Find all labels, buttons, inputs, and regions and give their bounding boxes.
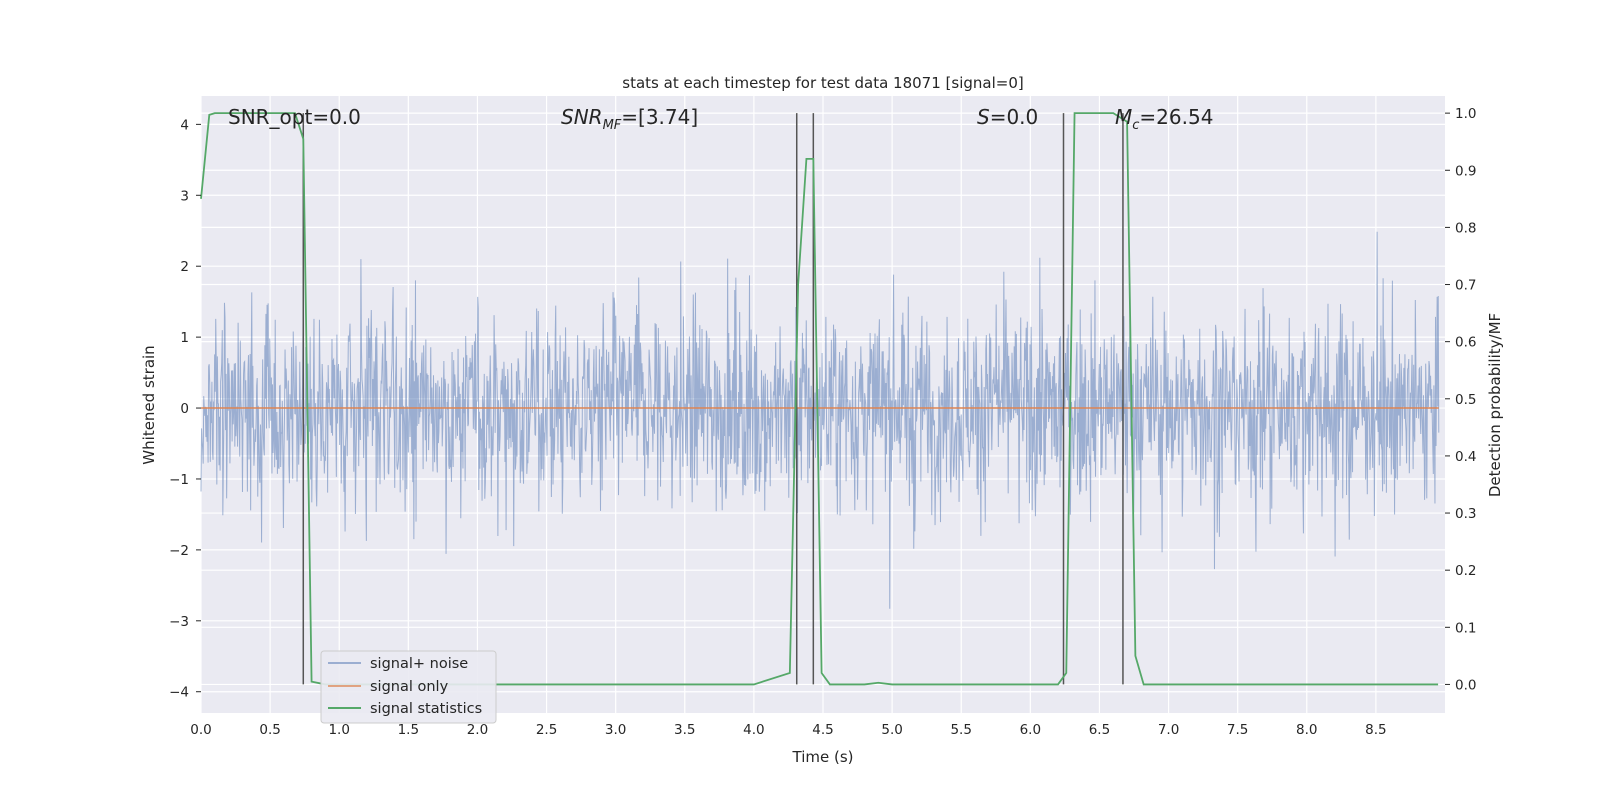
y2-tick-label: 0.7 [1455,278,1476,294]
x-tick-label: 7.0 [1158,722,1179,738]
x-tick-label: 4.5 [812,722,833,738]
annotation-s: S=0.0 [977,105,1038,129]
x-tick-label: 1.5 [398,722,419,738]
y-tick-label: 1 [180,330,189,346]
x-tick-label: 4.0 [743,722,764,738]
legend-label-stats: signal statistics [370,701,482,717]
annotation-mc-base: M [1115,105,1132,129]
x-tick-label: 8.5 [1365,722,1386,738]
y2-tick-label: 0.8 [1455,220,1476,236]
x-tick-label: 6.5 [1089,722,1110,738]
y-tick-label: −4 [169,685,189,701]
y2-tick-label: 0.1 [1455,620,1476,636]
y-tick-label: −3 [169,614,189,630]
y2-tick-label: 0.0 [1455,677,1476,693]
y2-tick-label: 0.3 [1455,506,1476,522]
y2-tick-label: 0.5 [1455,392,1476,408]
legend: signal+ noise signal only signal statist… [320,650,497,724]
x-tick-label: 5.0 [881,722,902,738]
x-tick-label: 0.0 [190,722,211,738]
y-tick-label: −1 [169,472,189,488]
annotation-snr-mf-base: SNR [561,105,603,129]
noise-trace [200,231,1440,609]
x-tick-label: 5.5 [950,722,971,738]
y-tick-label: 4 [180,117,189,133]
stats-line [200,112,1439,686]
annotation-mc: Mc=26.54 [1115,105,1213,133]
y-tick-label: 0 [180,401,189,417]
legend-label-noise: signal+ noise [370,656,468,672]
annotation-snr-opt: SNR_opt=0.0 [228,105,361,129]
chart-title: stats at each timestep for test data 180… [622,74,1023,92]
x-tick-label: 2.5 [536,722,557,738]
legend-label-signal: signal only [370,679,449,695]
signal-statistics-series [200,112,1439,686]
annotation-mc-value: =26.54 [1139,105,1213,129]
x-tick-label: 7.5 [1227,722,1248,738]
signal-noise-series [200,231,1440,609]
annotation-snr-mf-value: =[3.74] [621,105,698,129]
y-tick-label: 2 [180,259,189,275]
y-axis-label: Whitened strain [140,345,158,464]
x-tick-label: 0.5 [259,722,280,738]
y-tick-label: 3 [180,188,189,204]
annotation-s-value: =0.0 [990,105,1039,129]
x-tick-label: 3.5 [674,722,695,738]
y-tick-label: −2 [169,543,189,559]
y2-axis-label: Detection probability/MF [1486,313,1504,497]
y2-tick-label: 0.9 [1455,163,1476,179]
y2-tick-label: 0.2 [1455,563,1476,579]
x-tick-label: 8.0 [1296,722,1317,738]
x-tick-label: 3.0 [605,722,626,738]
y2-tick-labels: 0.0 0.1 0.2 0.3 0.4 0.5 0.6 0.7 0.8 0.9 1.0 [1445,106,1476,693]
x-axis-label: Time (s) [792,748,854,766]
y2-tick-label: 1.0 [1455,106,1476,122]
annotation-snr-mf-sub: MF [603,118,622,133]
y-tick-labels: −4 −3 −2 −1 0 1 2 3 4 [169,117,201,701]
x-tick-labels: 0.0 0.5 1.0 1.5 2.0 2.5 3.0 3.5 4.0 4.5 5.0 5.5 6.0 6… [190,722,1386,738]
y2-tick-label: 0.6 [1455,335,1476,351]
annotation-mc-sub: c [1132,118,1139,133]
y2-tick-label: 0.4 [1455,449,1476,465]
x-tick-label: 6.0 [1020,722,1041,738]
annotation-s-var: S [977,105,990,129]
x-tick-label: 2.0 [467,722,488,738]
legend-box [320,650,497,724]
x-tick-label: 1.0 [328,722,349,738]
annotation-snr-mf: SNRMF=[3.74] [561,105,698,133]
